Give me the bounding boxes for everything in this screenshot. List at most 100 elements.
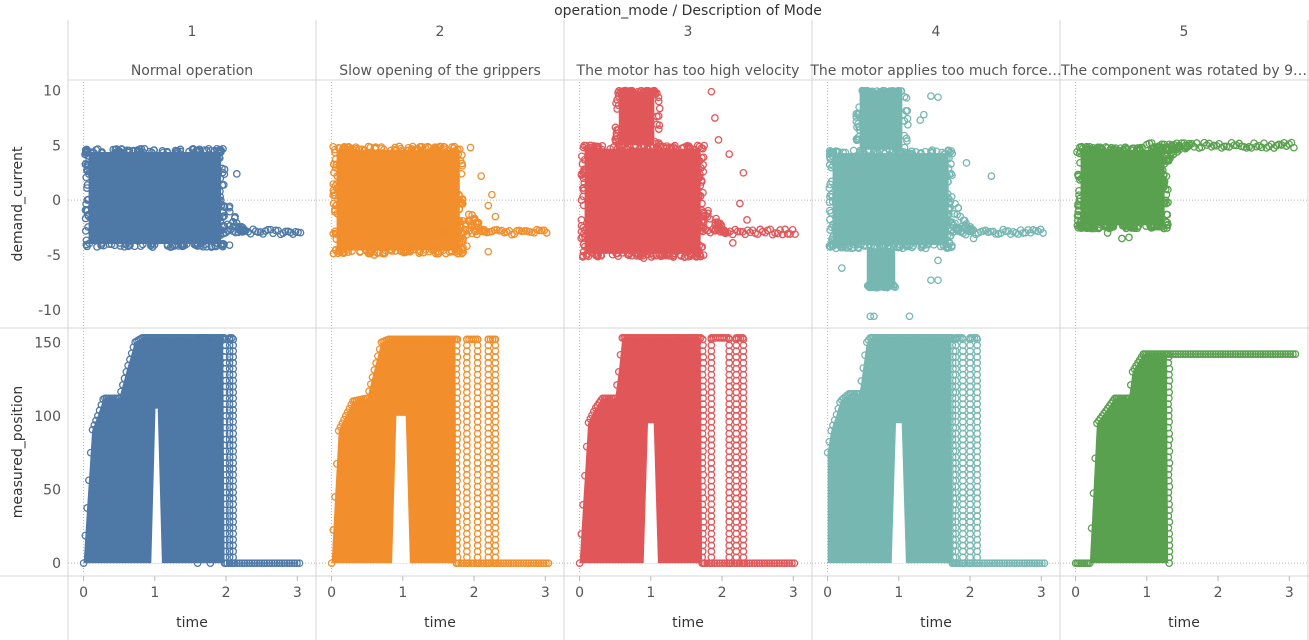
current-point — [535, 226, 544, 235]
current-point — [579, 201, 588, 210]
current-point — [680, 252, 689, 261]
current-point — [865, 240, 874, 249]
current-point — [335, 247, 344, 256]
current-point — [83, 184, 91, 192]
position-point — [723, 559, 731, 568]
current-point — [238, 228, 246, 236]
position-point — [368, 373, 377, 381]
current-point — [1160, 171, 1168, 180]
current-point — [967, 225, 976, 234]
position-point — [765, 559, 774, 568]
position-point — [1186, 350, 1195, 358]
position-point — [735, 559, 744, 568]
position-point — [745, 559, 754, 568]
x-tick-label: 0 — [823, 585, 832, 601]
current-point — [885, 282, 893, 291]
position-point — [788, 559, 796, 568]
facet-description-label: The motor has too high velocity — [576, 63, 800, 79]
position-point — [1125, 394, 1133, 403]
current-point — [613, 96, 621, 104]
current-point — [826, 180, 834, 189]
current-series — [81, 144, 305, 252]
position-series — [575, 334, 799, 568]
facet-mode-label: 4 — [932, 24, 941, 40]
position-point — [202, 334, 210, 342]
position-point — [1206, 350, 1215, 358]
current-point — [84, 210, 92, 219]
current-point — [679, 143, 688, 152]
current-point — [163, 148, 172, 157]
position-point — [613, 381, 621, 389]
position-point — [985, 559, 994, 568]
y-tick-label: 100 — [34, 409, 61, 425]
position-point — [341, 412, 350, 420]
current-point — [700, 141, 709, 150]
y-tick-label: 10 — [43, 84, 61, 100]
current-point — [1107, 221, 1116, 230]
current-point — [1153, 221, 1162, 230]
current-point — [825, 198, 834, 207]
position-point — [722, 334, 731, 342]
position-point — [577, 530, 586, 538]
position-point — [1189, 350, 1197, 358]
position-point — [1231, 350, 1240, 358]
current-point — [612, 132, 621, 141]
current-point — [1093, 144, 1102, 153]
position-point — [575, 559, 584, 568]
position-gap — [392, 415, 410, 564]
position-point — [1254, 350, 1262, 358]
current-point — [902, 134, 911, 143]
current-point — [216, 192, 225, 201]
position-point — [285, 559, 294, 568]
current-point — [356, 247, 365, 256]
current-outlier — [491, 212, 500, 221]
panel-4 — [823, 86, 1049, 568]
position-point — [1226, 350, 1235, 358]
position-point — [345, 404, 354, 413]
current-point — [150, 240, 159, 249]
position-point — [1224, 350, 1232, 358]
current-point — [462, 220, 470, 229]
current-point — [611, 136, 620, 144]
current-tail — [927, 190, 1047, 239]
current-point — [614, 92, 623, 101]
current-point — [83, 181, 92, 189]
current-point — [991, 230, 1000, 238]
facet-description-label: The component was rotated by 9… — [1060, 63, 1307, 79]
position-point — [1241, 350, 1250, 358]
position-point — [365, 387, 373, 396]
current-point — [225, 207, 234, 216]
current-point — [206, 147, 215, 155]
position-point — [770, 559, 779, 568]
current-point — [1169, 150, 1178, 159]
position-point — [1271, 350, 1280, 358]
y-tick-label: -10 — [38, 303, 61, 319]
current-point — [867, 88, 876, 97]
current-point — [670, 249, 679, 258]
current-point — [1161, 185, 1170, 193]
current-point — [434, 249, 442, 258]
position-point — [973, 559, 982, 568]
current-point — [1106, 145, 1115, 154]
current-point — [1076, 147, 1085, 156]
position-point — [235, 559, 244, 568]
position-point — [582, 442, 591, 451]
current-point — [633, 250, 642, 258]
current-point — [407, 146, 416, 155]
position-point — [773, 559, 781, 568]
current-point — [826, 243, 835, 251]
current-point — [216, 174, 225, 183]
position-point — [469, 559, 478, 568]
current-point — [580, 178, 589, 187]
current-point — [651, 137, 659, 146]
current-point — [81, 227, 90, 235]
current-point — [391, 247, 400, 255]
current-point — [947, 160, 955, 168]
position-point — [1221, 350, 1230, 358]
current-point — [1181, 141, 1190, 150]
current-point — [899, 148, 908, 156]
position-point — [343, 408, 352, 417]
current-point — [178, 240, 187, 249]
current-point — [581, 233, 589, 241]
current-point — [653, 112, 661, 121]
